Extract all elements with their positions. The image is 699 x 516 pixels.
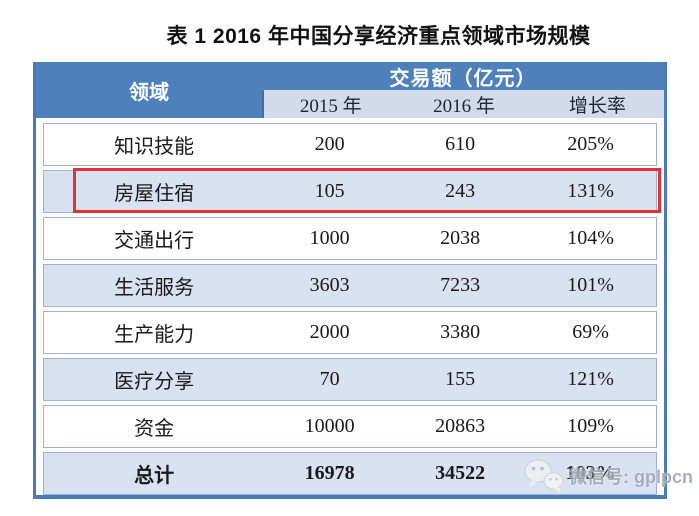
table-row: 知识技能 200 610 205% (43, 123, 657, 166)
cell-growth: 69% (572, 321, 609, 343)
cell-domain: 总计 (134, 465, 175, 487)
table-header: 领域 交易额（亿元） 2015 年 2016 年 增长率 (36, 62, 664, 118)
table-row: 生产能力 2000 3380 69% (43, 311, 657, 354)
cell-2016: 2038 (440, 227, 481, 249)
header-2015: 2015 年 (299, 95, 362, 117)
cell-2016: 7233 (440, 274, 481, 296)
header-2016: 2016 年 (433, 95, 495, 117)
page-title: 表 1 2016 年中国分享经济重点领域市场规模 (166, 25, 591, 48)
watermark-text: 微信号: gplpcn (569, 467, 693, 487)
cell-growth: 101% (567, 274, 614, 296)
cell-2015: 105 (314, 180, 345, 202)
cell-2016: 155 (445, 368, 476, 390)
header-subrow: 2015 年 2016 年 增长率 (262, 90, 664, 118)
market-size-table: 领域 交易额（亿元） 2015 年 2016 年 增长率 知识技能 200 61… (33, 62, 667, 499)
header-transaction-volume: 交易额（亿元） (389, 67, 537, 90)
cell-domain: 知识技能 (114, 136, 195, 158)
cell-domain: 房屋住宿 (114, 183, 195, 205)
cell-growth: 103% (565, 462, 616, 484)
table-row: 资金 10000 20863 109% (43, 405, 657, 448)
cell-domain: 生产能力 (114, 324, 195, 346)
cell-domain: 医疗分享 (114, 371, 195, 393)
cell-2015: 1000 (309, 227, 350, 249)
cell-domain: 资金 (134, 418, 175, 440)
header-growth: 增长率 (568, 95, 626, 117)
wechat-icon (524, 459, 564, 493)
table-row: 交通出行 1000 2038 104% (43, 217, 657, 260)
cell-domain: 生活服务 (114, 277, 195, 299)
header-domain: 领域 (129, 81, 170, 104)
cell-2016: 3380 (440, 321, 481, 343)
cell-2016: 34522 (435, 462, 486, 484)
watermark: 微信号: gplpcn (524, 458, 693, 494)
cell-2015: 2000 (309, 321, 350, 343)
cell-2015: 16978 (304, 462, 355, 484)
cell-growth: 109% (567, 415, 614, 437)
cell-2016: 20863 (435, 415, 486, 437)
table-body: 知识技能 200 610 205% 房屋住宿 105 243 131% 交通出行… (36, 118, 664, 495)
cell-growth: 121% (567, 368, 614, 390)
cell-2015: 3603 (309, 274, 350, 296)
cell-2016: 243 (445, 180, 476, 202)
cell-growth: 104% (567, 227, 614, 249)
cell-growth: 205% (567, 133, 614, 155)
cell-domain: 交通出行 (114, 230, 195, 252)
cell-growth: 131% (567, 180, 614, 202)
cell-2015: 10000 (304, 415, 355, 437)
table-row: 生活服务 3603 7233 101% (43, 264, 657, 307)
cell-2015: 70 (319, 368, 340, 390)
header-right-group: 交易额（亿元） 2015 年 2016 年 增长率 (262, 62, 664, 118)
table-row: 医疗分享 70 155 121% (43, 358, 657, 401)
cell-2016: 610 (445, 133, 476, 155)
table-row-highlighted: 房屋住宿 105 243 131% (43, 170, 657, 213)
cell-2015: 200 (314, 133, 345, 155)
